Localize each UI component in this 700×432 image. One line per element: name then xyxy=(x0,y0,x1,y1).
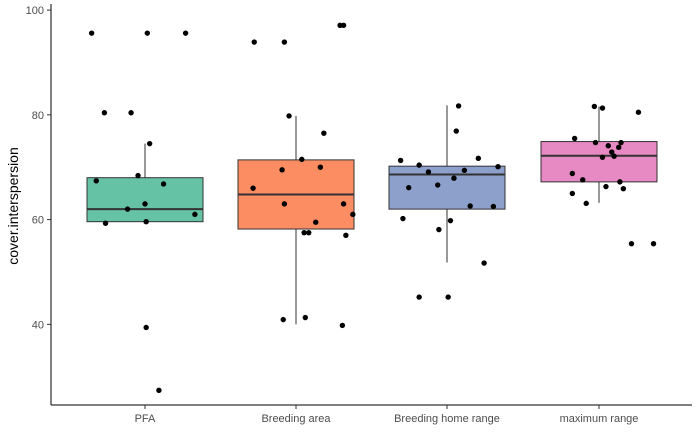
box-rect xyxy=(86,177,204,223)
points-2 xyxy=(397,103,501,300)
data-point xyxy=(142,201,148,207)
data-point xyxy=(182,30,189,36)
data-point xyxy=(481,260,487,266)
data-point xyxy=(436,226,442,233)
data-point xyxy=(406,184,412,191)
data-point xyxy=(124,206,131,212)
data-point xyxy=(416,294,422,300)
y-tick-label: 80 xyxy=(32,110,44,122)
data-point xyxy=(280,316,286,323)
data-point xyxy=(281,39,288,45)
data-point xyxy=(620,185,627,192)
x-tick-label: PFA xyxy=(135,413,156,425)
data-point xyxy=(128,110,134,116)
data-point xyxy=(400,215,406,222)
data-point xyxy=(616,144,622,151)
data-point xyxy=(102,220,109,226)
y-axis-label: cover.interspersion xyxy=(5,147,21,265)
data-point xyxy=(611,153,617,159)
data-point xyxy=(425,169,432,175)
data-point xyxy=(495,163,501,170)
data-point xyxy=(451,175,457,181)
data-point xyxy=(455,103,462,109)
points-0 xyxy=(88,30,198,394)
data-point xyxy=(467,203,473,209)
data-point xyxy=(301,229,307,236)
data-point xyxy=(321,130,327,136)
data-point xyxy=(453,128,459,134)
data-point xyxy=(337,22,343,28)
data-point xyxy=(251,39,257,45)
data-point xyxy=(143,324,149,331)
data-point xyxy=(250,185,256,191)
data-point xyxy=(279,167,285,173)
data-point xyxy=(93,178,99,184)
data-point xyxy=(490,203,497,210)
x-tick-label: Breeding area xyxy=(261,413,331,425)
data-point xyxy=(192,211,198,218)
data-point xyxy=(286,113,292,119)
data-point xyxy=(313,219,319,225)
y-axis-title: cover.interspersion xyxy=(5,147,21,265)
data-point xyxy=(435,182,441,188)
data-point xyxy=(302,314,308,321)
data-point xyxy=(569,170,576,177)
data-point xyxy=(281,201,288,207)
plot-area: 40 60 80 100 PFA Breeding area Breeding home r… xyxy=(26,4,692,425)
y-tick-label: 60 xyxy=(32,215,44,227)
y-tick-label: 100 xyxy=(26,5,44,17)
data-point xyxy=(156,387,162,394)
data-point xyxy=(461,167,468,174)
x-tick-label: Breeding home range xyxy=(394,413,500,425)
data-point xyxy=(350,211,356,218)
data-point xyxy=(603,183,609,190)
points-3 xyxy=(569,103,657,247)
data-point xyxy=(397,157,404,164)
data-point xyxy=(591,103,598,110)
x-tick-label: maximum range xyxy=(560,413,639,425)
points-1 xyxy=(250,22,356,329)
data-point xyxy=(339,322,346,329)
data-point xyxy=(628,240,635,247)
data-point xyxy=(650,240,657,247)
data-point xyxy=(445,294,451,300)
data-point xyxy=(635,109,642,115)
data-point xyxy=(609,149,615,155)
data-point xyxy=(340,201,347,207)
data-point xyxy=(135,172,141,179)
data-point xyxy=(144,30,151,36)
data-point xyxy=(475,155,482,162)
data-point xyxy=(599,105,606,111)
data-point xyxy=(101,110,108,116)
data-point xyxy=(160,181,167,187)
data-point xyxy=(317,164,324,170)
data-point xyxy=(447,217,454,224)
data-point xyxy=(299,156,305,163)
data-point xyxy=(571,135,578,142)
data-point xyxy=(143,218,149,225)
y-tick-label: 40 xyxy=(32,319,44,331)
box-0 xyxy=(86,143,204,224)
data-point xyxy=(569,190,576,197)
box-rect xyxy=(540,141,658,183)
data-point xyxy=(146,140,153,147)
box-1 xyxy=(237,115,355,325)
box-3 xyxy=(540,106,658,203)
data-point xyxy=(580,177,586,183)
data-point xyxy=(605,143,611,149)
data-point xyxy=(88,30,95,36)
data-point xyxy=(583,200,589,207)
data-point xyxy=(617,179,623,185)
box-2 xyxy=(388,105,506,263)
data-point xyxy=(592,139,599,146)
data-point xyxy=(618,139,624,146)
data-point xyxy=(343,232,349,239)
data-point xyxy=(306,229,312,236)
data-point xyxy=(599,154,606,160)
data-point xyxy=(416,162,422,168)
